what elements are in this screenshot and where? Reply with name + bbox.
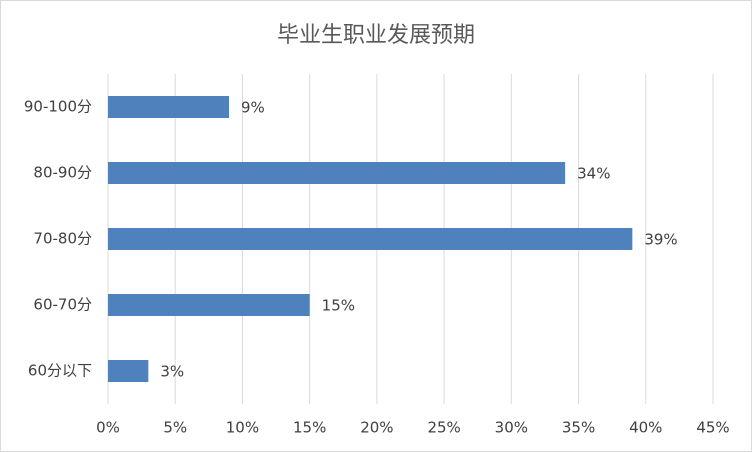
bar xyxy=(108,162,566,184)
y-tick-label: 90-100分 xyxy=(24,98,92,116)
y-tick-label: 80-90分 xyxy=(33,164,92,182)
x-tick-label: 40% xyxy=(629,419,662,437)
x-tick-label: 35% xyxy=(562,419,595,437)
bar xyxy=(108,228,633,250)
x-tick-label: 15% xyxy=(293,419,326,437)
data-label: 15% xyxy=(322,297,355,315)
x-tick-label: 5% xyxy=(163,419,187,437)
x-tick-label: 10% xyxy=(226,419,259,437)
bar xyxy=(108,294,310,316)
data-label: 34% xyxy=(577,165,610,183)
x-tick-label: 30% xyxy=(495,419,528,437)
y-tick-label: 60分以下 xyxy=(28,362,92,380)
x-tick-label: 0% xyxy=(96,419,120,437)
chart-title: 毕业生职业发展预期 xyxy=(277,23,475,48)
x-tick-label: 45% xyxy=(696,419,729,437)
y-tick-label: 70-80分 xyxy=(33,230,92,248)
x-tick-label: 25% xyxy=(427,419,460,437)
data-label: 3% xyxy=(160,363,184,381)
bar xyxy=(108,96,229,118)
bar xyxy=(108,360,149,382)
data-label: 39% xyxy=(644,231,677,249)
y-tick-label: 60-70分 xyxy=(33,296,92,314)
data-label: 9% xyxy=(241,99,265,117)
x-tick-label: 20% xyxy=(360,419,393,437)
